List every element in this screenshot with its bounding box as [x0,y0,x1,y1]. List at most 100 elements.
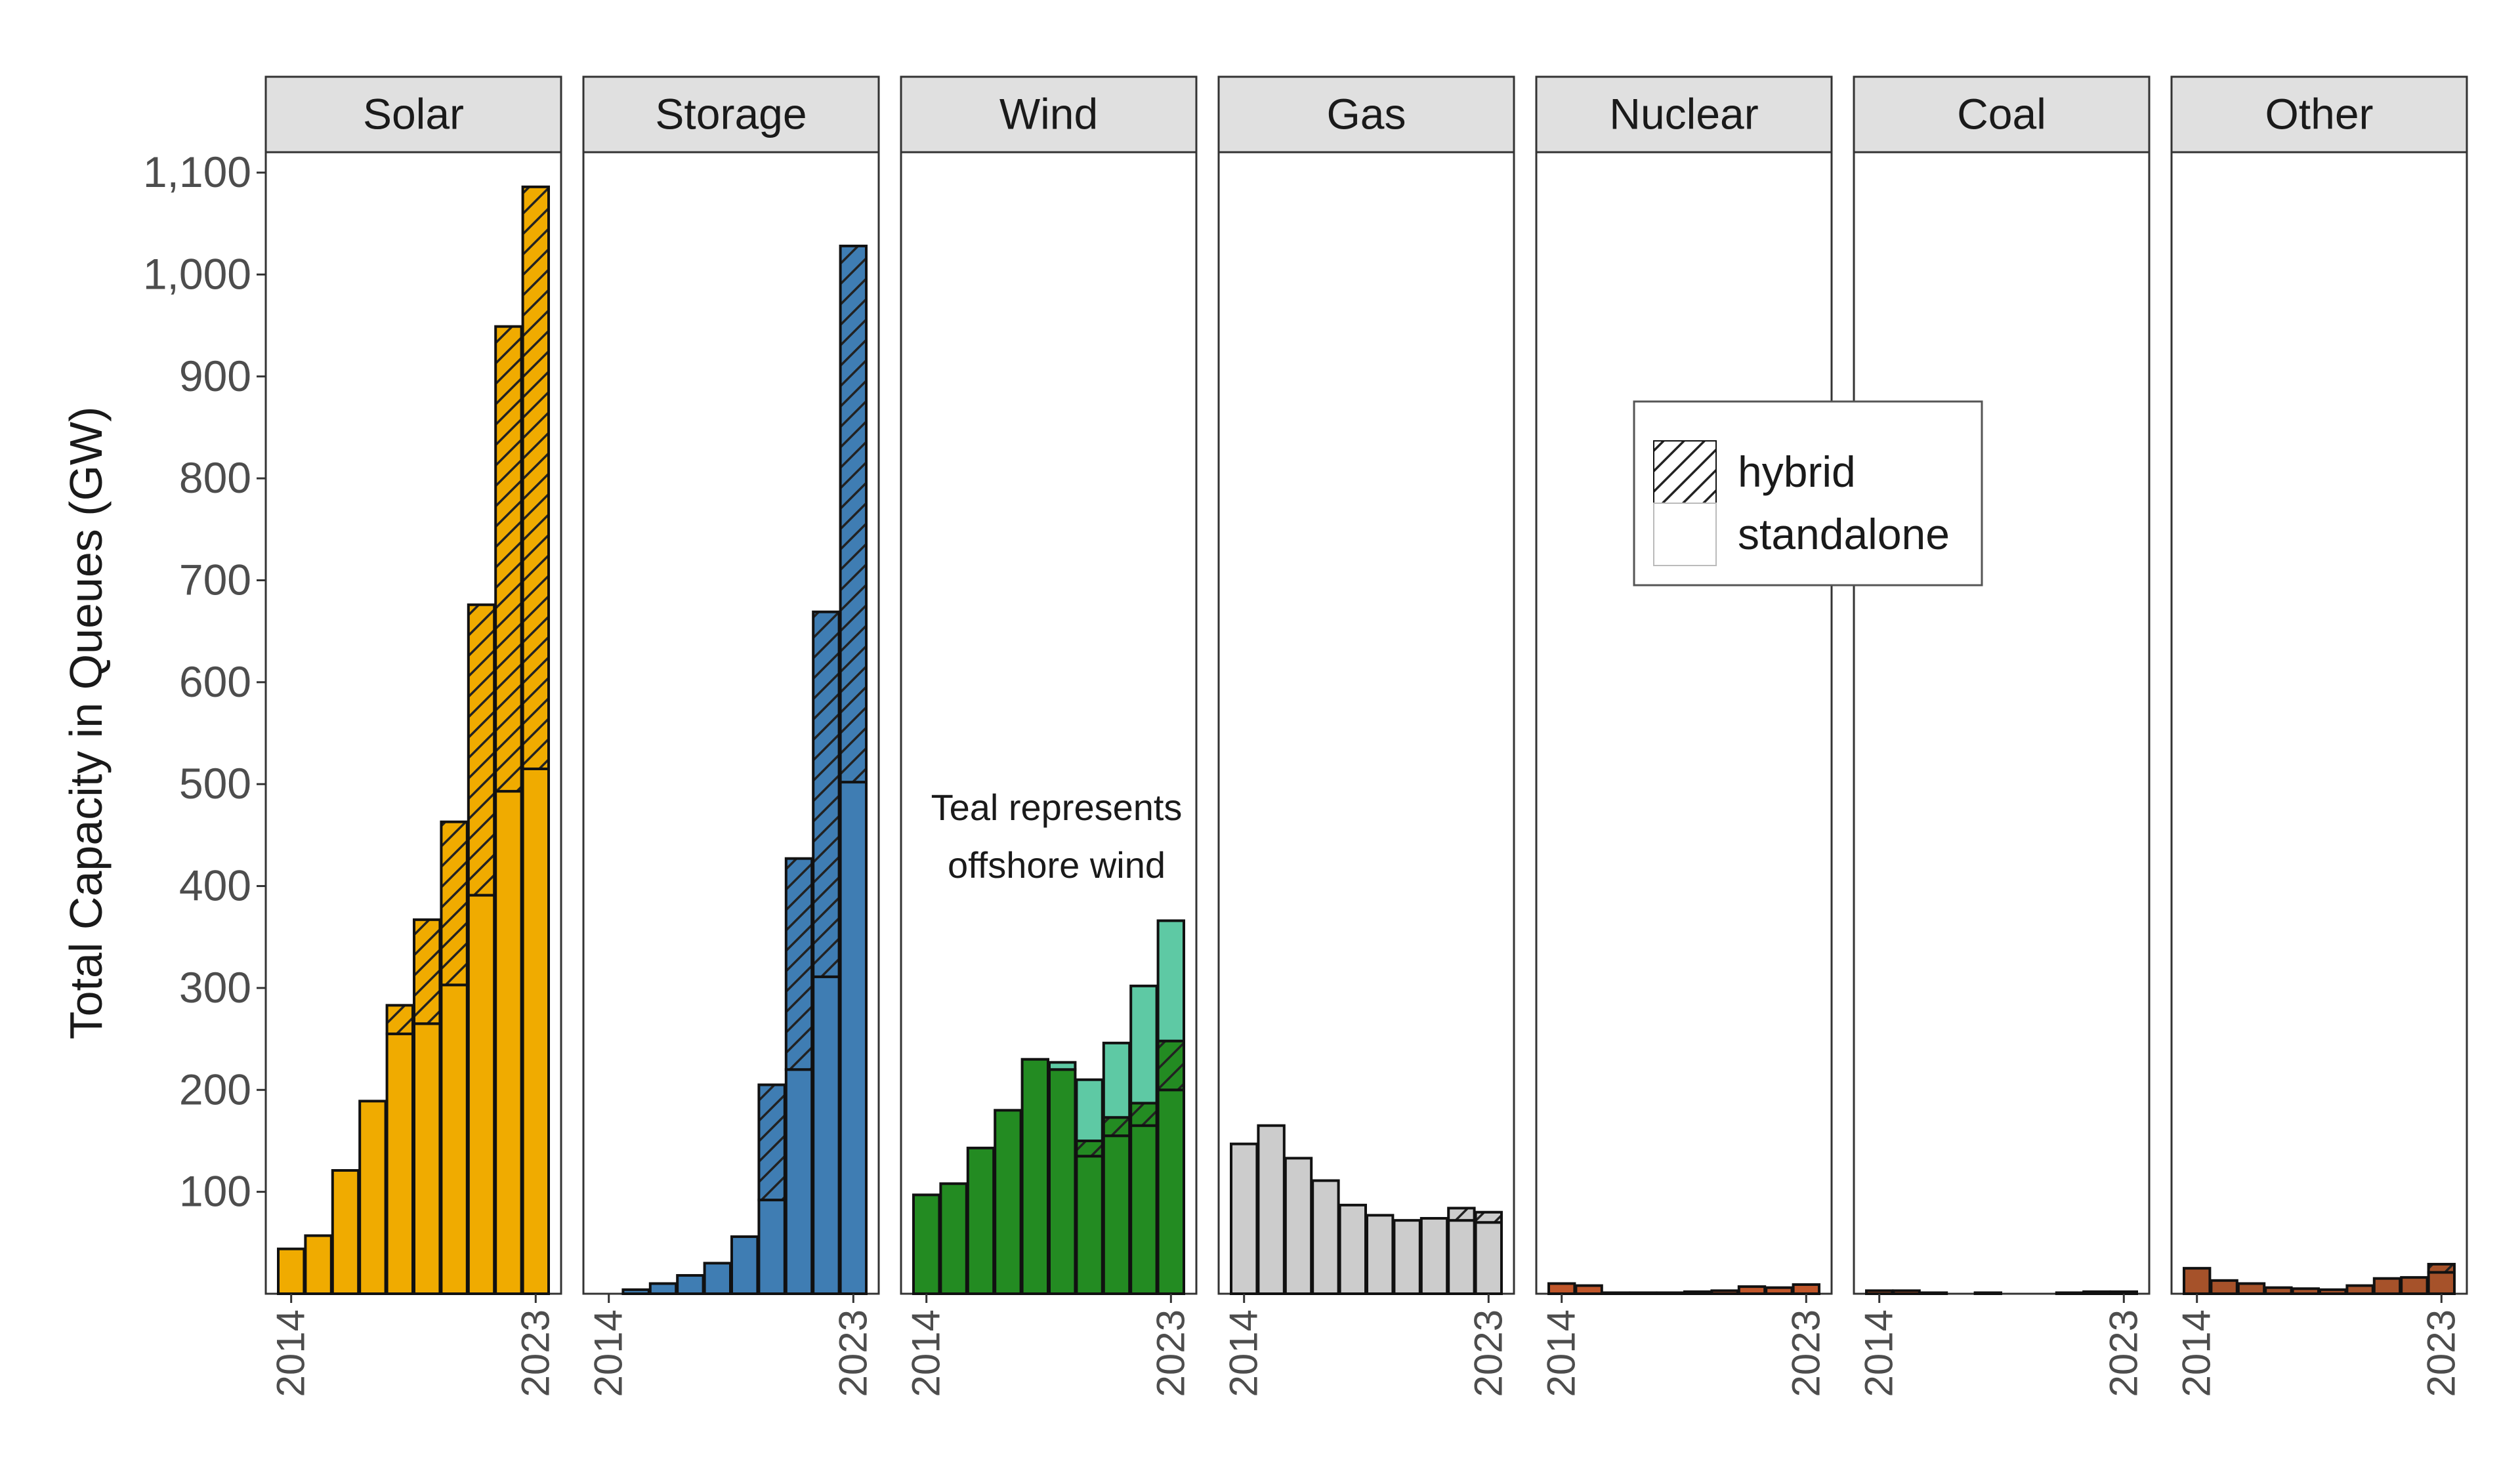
bar-standalone [648,1282,678,1295]
y-tick-label: 700 [179,556,251,604]
bar-standalone [1547,1282,1576,1295]
bar-standalone [994,1109,1022,1296]
y-axis-title: Total Capacity in Queues (GW) [60,407,112,1040]
facet-strip [582,75,880,154]
bar-offshore [1129,984,1158,1105]
legend: hybrid standalone [1633,400,1983,587]
bar-hybrid [2427,1262,2456,1274]
panel-frame [1217,151,1515,1295]
bar-standalone [358,1100,387,1295]
bar-offshore [1075,1078,1104,1142]
y-tick-label: 600 [179,657,251,706]
bar-standalone [2372,1277,2402,1295]
bar-standalone [304,1234,333,1295]
bar-standalone [2319,1288,2347,1296]
bar-standalone [521,767,550,1296]
bar-standalone [2400,1276,2429,1295]
bar-standalone [1892,1289,1921,1295]
bar-standalone [2082,1290,2111,1295]
panel-other: Other 2014 2023 [2170,75,2468,1397]
bar-hybrid [521,185,550,770]
x-tick-label: 2014 [269,1309,313,1397]
bar-standalone [1656,1291,1685,1295]
bar-standalone [1683,1290,1712,1295]
bar-standalone [277,1247,306,1295]
x-tick-label: 2023 [2419,1309,2463,1397]
bar-standalone [2210,1279,2238,1296]
x-tick-label: 2014 [1540,1309,1584,1397]
bar-standalone [1710,1289,1739,1295]
bar-standalone [2109,1290,2139,1295]
x-tick-label: 2023 [1784,1309,1828,1397]
y-tick-label: 800 [179,453,251,502]
facet-strip-label: Other [2265,90,2373,138]
facet-strip-label: Storage [655,90,807,138]
bar-hybrid [385,1004,414,1035]
bar-standalone [413,1022,442,1296]
bar-standalone [784,1068,814,1295]
panel-nuclear: Nuclear 2014 2023 [1535,75,1833,1397]
x-tick-label: 2023 [2101,1309,2145,1397]
y-tick-label: 300 [179,963,251,1012]
x-tick-label: 2014 [904,1309,948,1397]
x-tick-label: 2014 [1857,1309,1901,1397]
bar-hybrid [413,918,442,1025]
legend-key-standalone [1653,503,1717,566]
bar-offshore [1156,919,1185,1042]
bar-standalone [1474,1221,1503,1295]
facet-strip [2170,75,2468,154]
bar-hybrid [784,857,814,1071]
facet-strip [1853,75,2151,154]
bar-standalone [1629,1291,1658,1295]
facet-panels: Solar 2014 2023 Storage 2014 2023 Wind 2014 2023… [264,75,2468,1397]
x-tick-label: 2023 [1466,1309,1510,1397]
bar-standalone [2291,1287,2320,1296]
y-tick-label: 200 [179,1065,251,1113]
bar-standalone [1075,1155,1104,1295]
y-tick-label: 1,000 [143,249,251,298]
facet-strip [264,75,562,154]
bar-standalone [1737,1285,1767,1295]
bar-standalone [1792,1283,1821,1295]
bar-standalone [1048,1068,1077,1295]
bar-standalone [939,1182,968,1295]
bar-standalone [1156,1088,1185,1296]
x-tick-label: 2023 [513,1309,557,1397]
legend-label-hybrid: hybrid [1738,447,1856,496]
bar-standalone [385,1032,414,1295]
bar-standalone [1257,1124,1286,1296]
x-tick-label: 2023 [831,1309,875,1397]
bar-standalone [912,1193,941,1296]
bar-standalone [2183,1267,2212,1296]
y-tick-label: 1,100 [143,148,251,196]
bar-hybrid [1474,1210,1503,1224]
facet-strip [900,75,1198,154]
bar-hybrid [839,244,868,784]
facet-strip [1535,75,1833,154]
bar-standalone [1338,1203,1367,1295]
bar-hybrid [1156,1039,1185,1092]
bar-standalone [2427,1271,2456,1295]
bar-standalone [1129,1124,1158,1296]
bar-standalone [1366,1214,1395,1295]
panel-solar: Solar 2014 2023 [264,75,562,1397]
bar-standalone [1973,1291,2003,1295]
bar-hybrid [467,603,496,897]
bar-standalone [1284,1157,1313,1295]
bar-standalone [1447,1219,1476,1295]
facet-strip-label: Solar [363,90,464,138]
bar-hybrid [1447,1206,1476,1222]
x-tick-label: 2014 [2175,1309,2219,1397]
legend-key-hybrid [1653,440,1717,504]
bar-standalone [494,790,523,1295]
bar-standalone [440,983,469,1295]
facet-strip-label: Coal [1957,90,2046,138]
bar-standalone [467,894,496,1295]
bar-standalone [2345,1284,2374,1295]
bar-hybrid [494,325,523,793]
bar-standalone [812,975,841,1295]
bar-hybrid [757,1083,786,1202]
bar-standalone [621,1288,650,1296]
y-tick-label: 400 [179,861,251,910]
panel-frame [1535,151,1833,1295]
